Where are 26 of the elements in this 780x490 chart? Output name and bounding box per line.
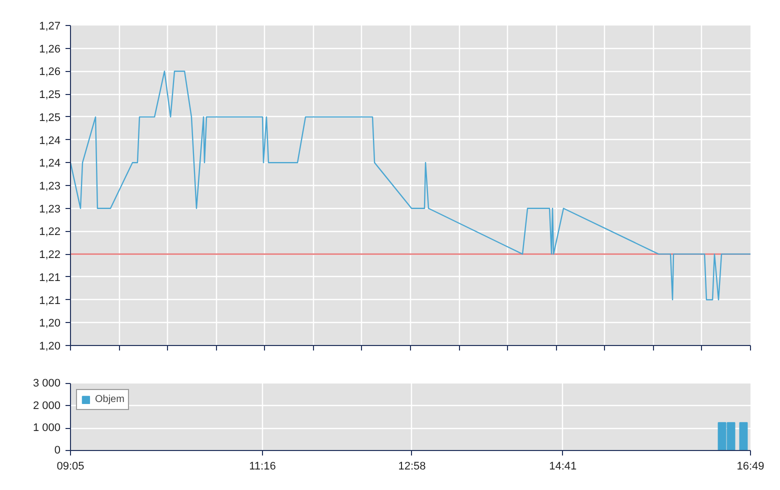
y-tick-label: 1,26 — [39, 66, 61, 78]
y-tick-label: 1,23 — [39, 180, 61, 192]
y-tick-label: 1,23 — [39, 203, 61, 216]
y-tick-label: 1,22 — [39, 249, 61, 262]
x-tick-label: 12:58 — [398, 460, 426, 472]
y-tick-label: 1,24 — [39, 134, 61, 147]
y-tick-label: 1,21 — [39, 272, 61, 284]
y-tick-label: 1,24 — [39, 158, 61, 170]
legend-label: Objem — [95, 394, 124, 405]
y-tick-label: 1,20 — [39, 340, 61, 352]
y-tick-label: 1,20 — [39, 318, 61, 330]
x-tick-label: 11:16 — [249, 460, 276, 472]
y-tick-label: 3 000 — [32, 378, 61, 390]
y-tick-label: 1,26 — [39, 43, 61, 56]
y-tick-label: 1,25 — [39, 112, 61, 124]
y-tick-label: 1,21 — [39, 294, 61, 307]
x-tick-label: 16:49 — [736, 460, 764, 472]
x-tick-label: 14:41 — [549, 460, 577, 472]
y-tick-label: 2 000 — [32, 400, 61, 412]
y-tick-label: 1,22 — [39, 226, 61, 238]
y-tick-label: 1,27 — [39, 20, 61, 32]
y-tick-label: 1 000 — [32, 422, 61, 434]
y-tick-label: 1,25 — [39, 89, 61, 102]
line-series — [70, 70, 750, 300]
x-tick-label: 09:05 — [56, 460, 84, 472]
y-tick-label: 0 — [54, 444, 61, 456]
